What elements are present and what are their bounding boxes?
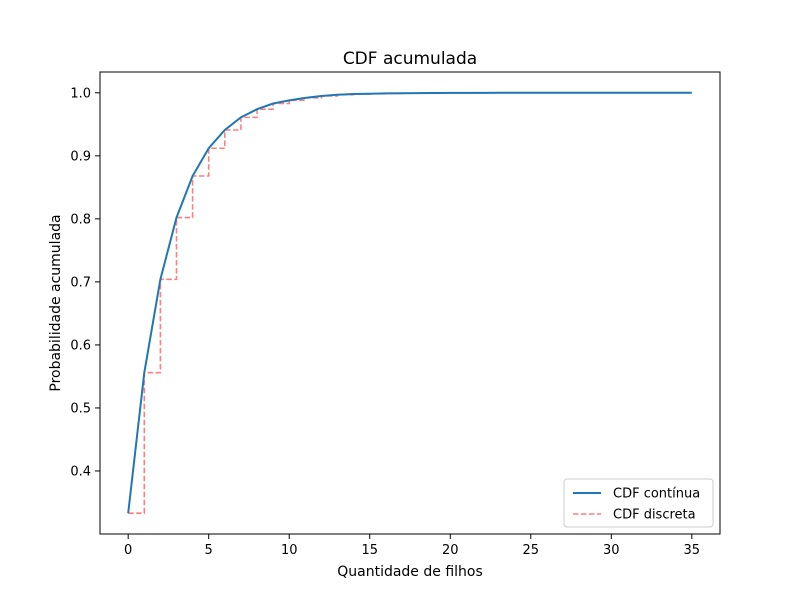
y-axis-label: Probabilidade acumulada: [48, 214, 64, 391]
x-tick-label: 35: [684, 543, 701, 558]
legend-label-continuous: CDF contínua: [613, 487, 700, 502]
x-tick-label: 20: [442, 543, 459, 558]
x-axis: 0 5 10 15 20 25 30 35: [124, 534, 700, 558]
x-tick-label: 15: [361, 543, 378, 558]
legend-label-discrete: CDF discreta: [613, 508, 696, 523]
y-tick-label: 0.8: [70, 212, 91, 227]
y-tick-label: 0.4: [70, 464, 91, 479]
y-tick-label: 0.7: [70, 275, 91, 290]
x-tick-label: 0: [124, 543, 132, 558]
y-tick-label: 0.6: [70, 338, 91, 353]
series-continuous-line: [127, 91, 692, 514]
legend-box: [563, 478, 714, 528]
x-tick-label: 10: [281, 543, 298, 558]
x-tick-label: 5: [205, 543, 213, 558]
y-tick-label: 1.0: [70, 86, 91, 101]
x-tick-label: 30: [603, 543, 620, 558]
x-tick-label: 25: [523, 543, 540, 558]
chart-title: CDF acumulada: [343, 49, 477, 69]
axes-frame: [99, 71, 721, 535]
plot-area: [127, 91, 692, 514]
y-tick-label: 0.5: [70, 401, 91, 416]
y-tick-label: 0.9: [70, 149, 91, 164]
legend: CDF contínua CDF discreta: [563, 478, 714, 528]
y-axis: 0.4 0.5 0.6 0.7 0.8 0.9 1.0: [70, 86, 100, 479]
x-axis-label: Quantidade de filhos: [337, 564, 483, 580]
